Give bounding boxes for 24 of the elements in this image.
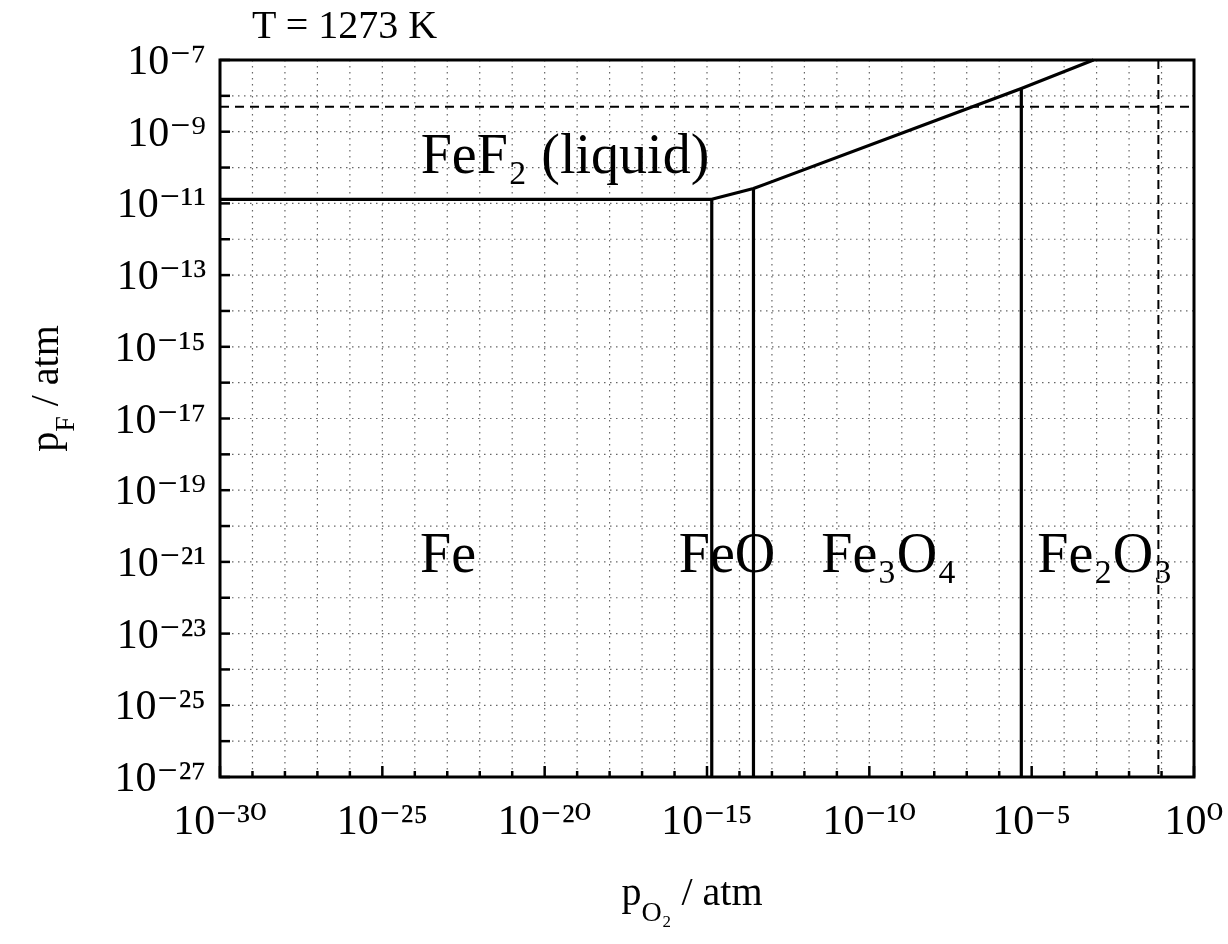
y-tick-label: 10⁻¹⁵	[114, 323, 206, 370]
y-tick-label: 10⁻¹³	[116, 252, 206, 299]
x-tick-label: 10⁻²⁵	[336, 797, 429, 843]
x-tick-label: 10⁻⁵	[992, 797, 1072, 843]
annotation: Fe₂O₃	[1037, 522, 1173, 584]
y-tick-label: 10⁻¹⁹	[114, 467, 206, 514]
y-tick-label: 10⁻¹⁷	[114, 395, 206, 442]
x-tick-label: 10⁰	[1164, 797, 1224, 843]
x-tick-label: 10⁻¹⁵	[661, 797, 753, 843]
y-tick-label: 10⁻⁷	[127, 37, 206, 83]
y-tick-label: 10⁻²¹	[116, 538, 206, 585]
chart-title: T = 1273 K	[252, 2, 438, 47]
x-tick-label: 10⁻¹⁰	[822, 797, 917, 843]
y-tick-label: 10⁻⁹	[127, 108, 206, 155]
annotation: Fe₃O₄	[821, 522, 957, 584]
y-tick-label: 10⁻²³	[116, 610, 206, 657]
annotation: FeF₂ (liquid)	[420, 123, 710, 186]
y-tick-label: 10⁻¹¹	[116, 180, 206, 227]
annotation: Fe	[420, 522, 476, 584]
y-tick-label: 10⁻²⁷	[114, 754, 206, 800]
x-tick-label: 10⁻³⁰	[173, 797, 267, 843]
x-axis-title: p$_{O₂}$ / atm	[621, 869, 763, 927]
x-tick-label: 10⁻²⁰	[497, 797, 592, 843]
y-tick-label: 10⁻²⁵	[114, 682, 206, 729]
